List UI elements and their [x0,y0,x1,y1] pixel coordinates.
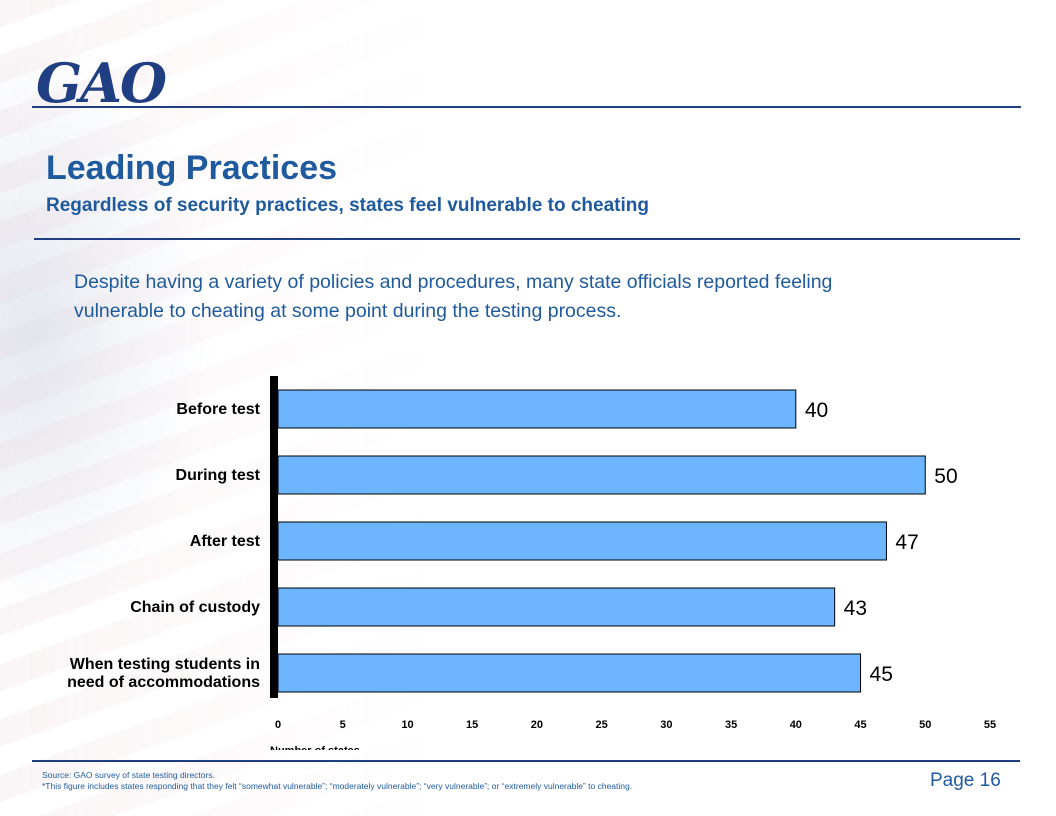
x-tick-label: 50 [919,719,931,731]
source-note: Source: GAO survey of state testing dire… [42,770,862,792]
data-label: 50 [934,465,957,488]
gao-logo: GAO [36,51,169,114]
bar [277,587,836,627]
bar [277,389,797,429]
x-tick-label: 15 [466,719,478,731]
category-label: When testing students in [70,656,260,673]
y-axis-line [270,376,278,698]
page-subtitle: Regardless of security practices, states… [46,195,649,216]
category-label: After test [190,533,261,550]
footer-rule [32,760,1020,762]
x-tick-label: 0 [275,719,281,731]
data-label: 45 [870,663,893,686]
gao-logo-text: GAO [36,51,167,114]
source-text: Source: GAO survey of state testing dire… [42,770,215,780]
category-label: During test [176,467,261,484]
x-tick-label: 5 [340,719,346,731]
bar-chart: 40 Before test 50 During test 47 After test 43… [0,360,1056,757]
x-axis-title: Number of states [270,745,360,750]
intro-text: Despite having a variety of policies and… [74,271,833,322]
title-rule [34,238,1020,240]
x-tick-label: 30 [660,719,672,731]
footnote-text: *This figure includes states responding … [42,781,633,791]
page-title: Leading Practices [46,149,338,187]
category-label: Before test [176,401,260,418]
x-tick-label: 20 [531,719,543,731]
page-number: Page 16 [930,770,1001,791]
bar [277,455,926,495]
x-tick-label: 35 [725,719,737,731]
x-tick-label: 55 [984,719,996,731]
x-tick-label: 40 [790,719,802,731]
header-rule [32,106,1021,108]
x-tick-label: 45 [854,719,866,731]
x-tick-label: 25 [596,719,608,731]
x-tick-label: 10 [401,719,413,731]
data-label: 40 [805,399,828,422]
data-label: 47 [895,531,918,554]
data-label: 43 [844,597,867,620]
bar [277,521,887,561]
bar [277,653,862,693]
category-label: Chain of custody [130,599,260,616]
category-label: need of accommodations [67,674,260,691]
